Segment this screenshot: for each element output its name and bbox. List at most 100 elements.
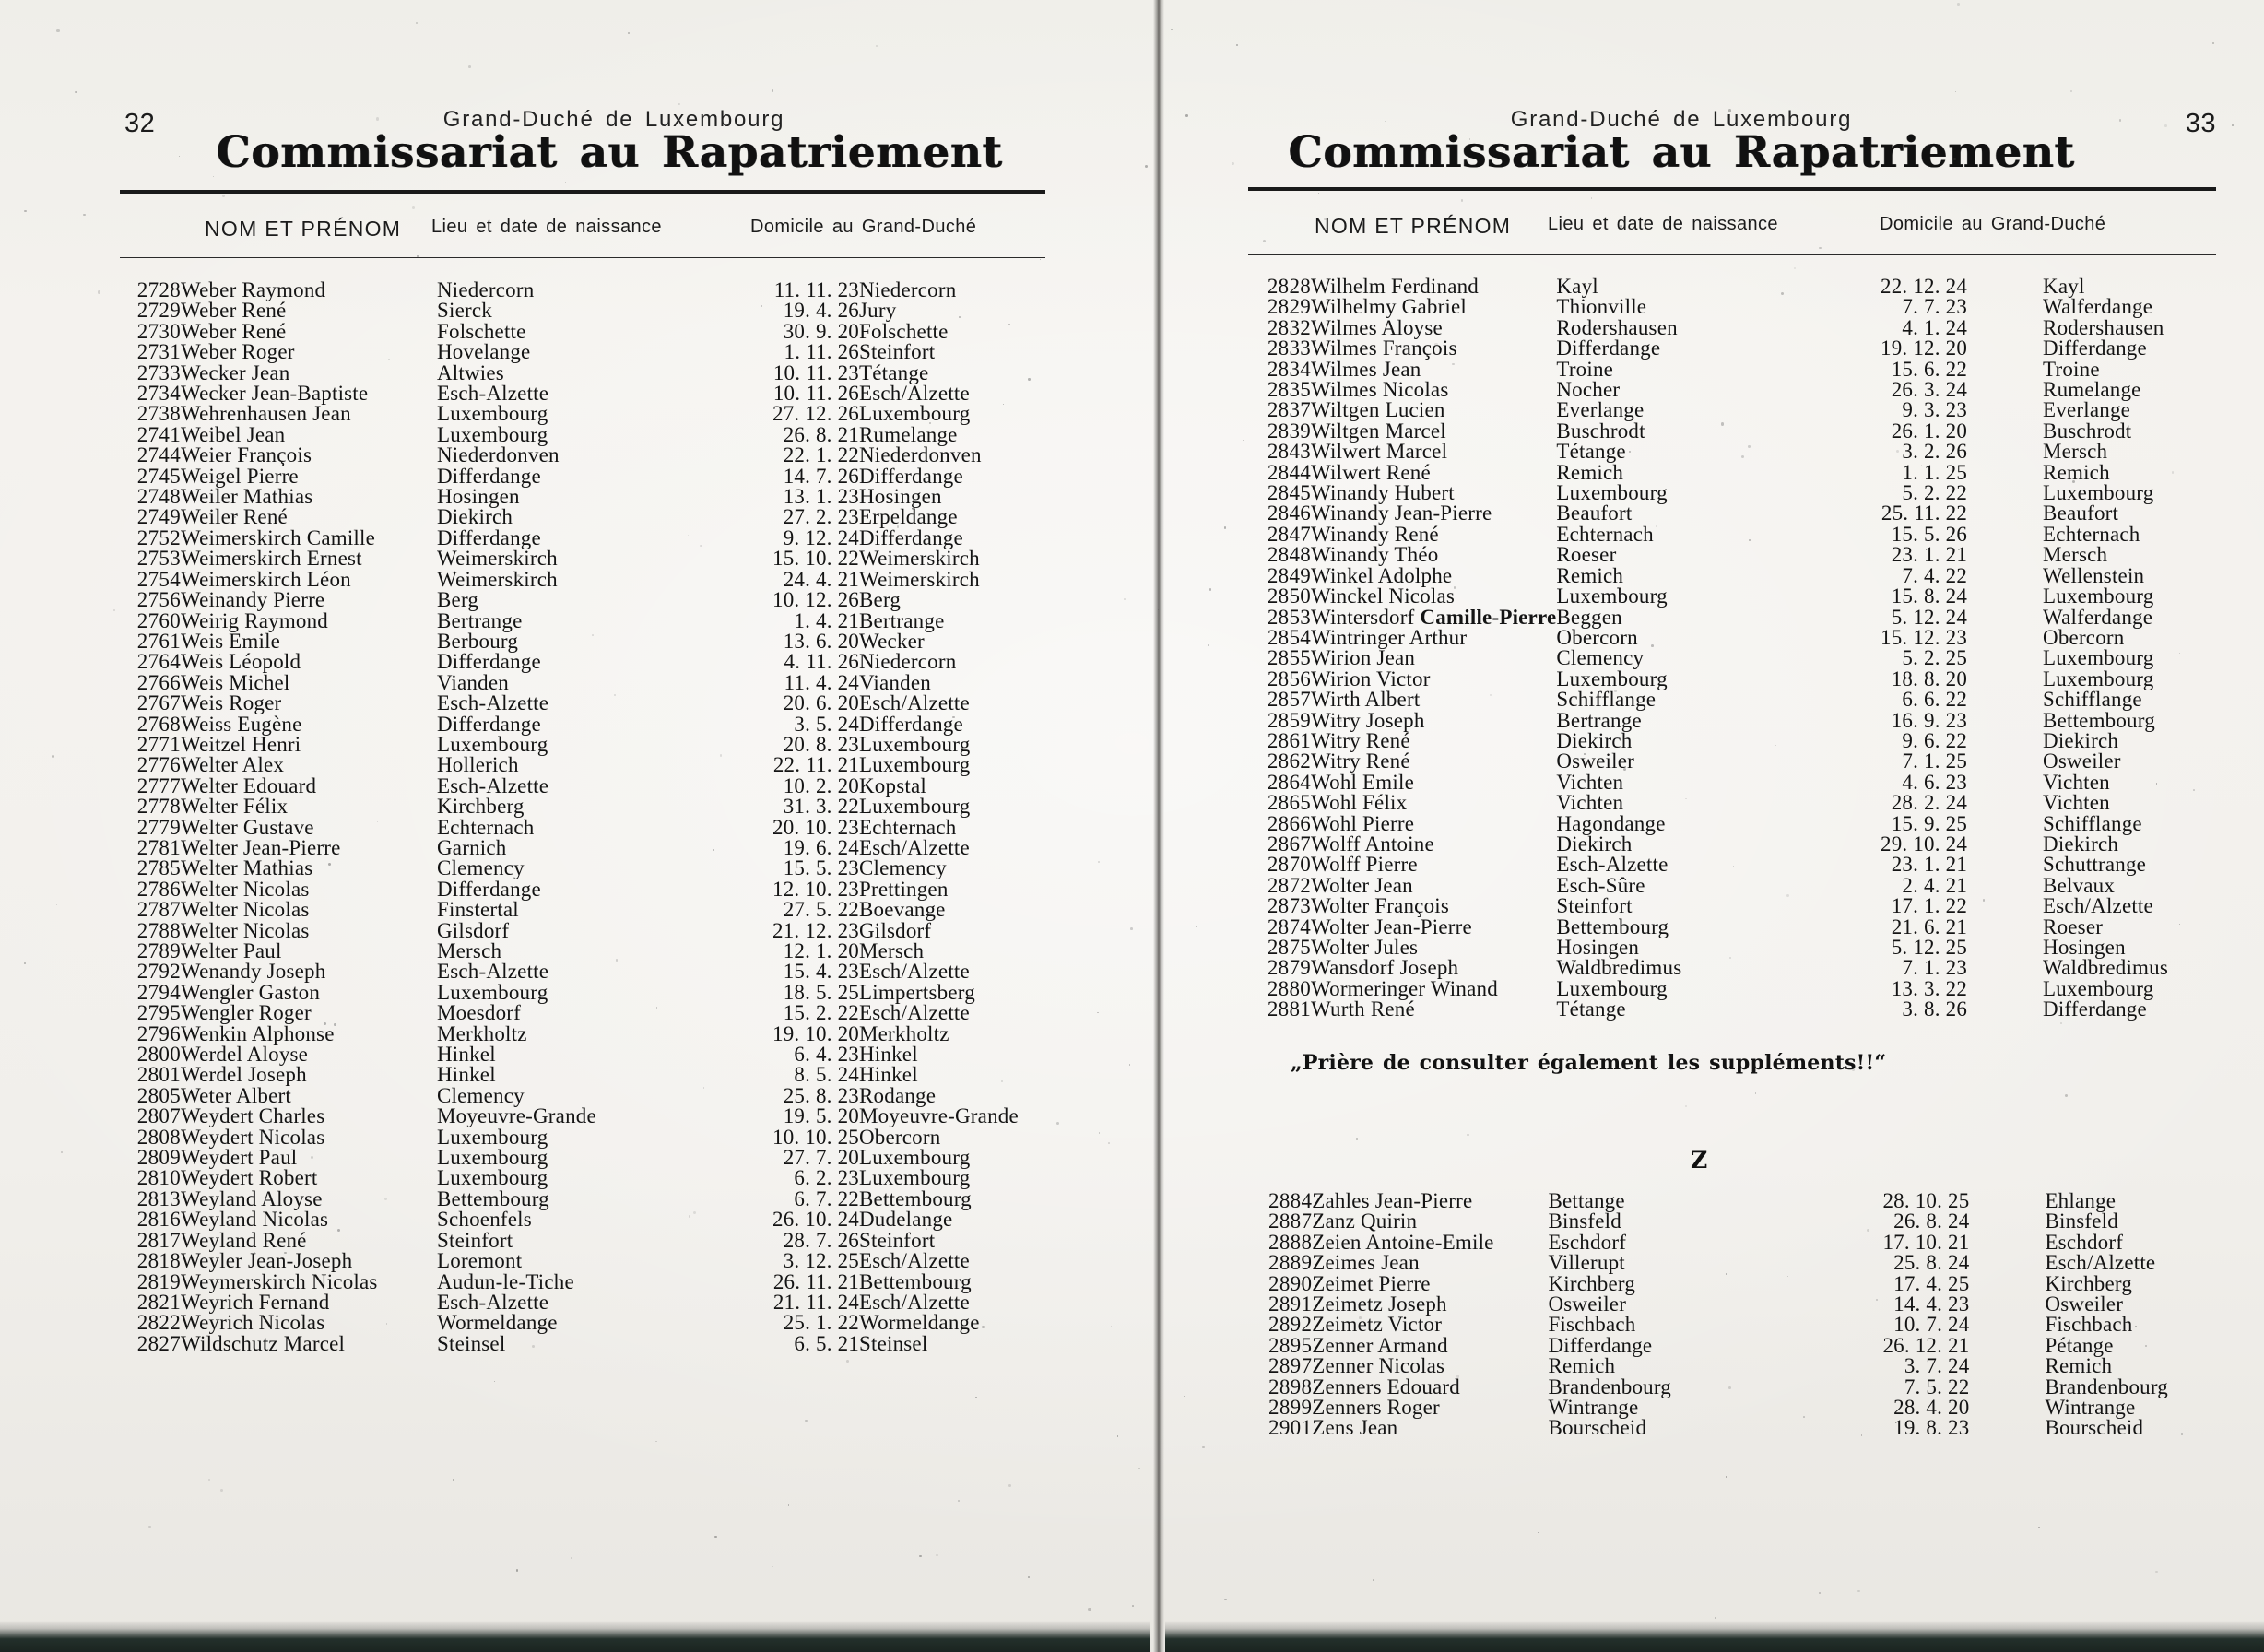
row-domicile: Waldbredimus [2043, 956, 2168, 980]
row-person-name: Welter Nicolas [181, 918, 310, 942]
row-registry-number: 2738 [136, 402, 181, 426]
row-domicile: Binsfeld [2045, 1210, 2118, 1233]
row-birth-place: Remich [1556, 563, 1624, 587]
row-birth-date: 19. 6. 24 [783, 835, 859, 859]
row-birth-place: Merkholtz [437, 1021, 527, 1045]
row-person-name: Weyrich Fernand [181, 1290, 330, 1314]
row-registry-number: 2789 [136, 939, 181, 962]
row-birth-place: Luxembourg [437, 422, 548, 446]
row-person-name: Werdel Joseph [181, 1063, 307, 1087]
row-person-name: Weigel Pierre [181, 464, 299, 488]
row-birth-date: 15. 2. 22 [783, 1001, 859, 1025]
table-row: 2853 Wintersdorf Camille-Pierre Beggen 5. 1… [1246, 605, 2168, 629]
row-domicile: Rodange [859, 1083, 937, 1107]
row-registry-number: 2881 [1267, 997, 1312, 1021]
row-registry-number: 2845 [1267, 481, 1312, 505]
row-registry-number: 2879 [1267, 956, 1312, 980]
table-row: 2828 Wilhelm Ferdinand Kayl 22. 12. 24 Kayl [1246, 275, 2168, 298]
row-birth-place: Hosingen [437, 485, 520, 509]
row-registry-number: 2853 [1267, 605, 1312, 629]
row-domicile: Weimerskirch [859, 567, 980, 591]
row-domicile: Esch/Alzette [859, 960, 970, 984]
table-row: 2813 Weyland Aloyse Bettembourg 6. 7. 22 Bet… [118, 1188, 1026, 1210]
row-registry-number: 2857 [1267, 688, 1312, 712]
table-row: 2754 Weimerskirch Léon Weimerskirch 24. 4. … [118, 567, 1026, 591]
row-registry-number: 2792 [136, 960, 181, 984]
row-registry-number: 2796 [136, 1021, 181, 1045]
row-registry-number: 2800 [136, 1043, 181, 1067]
row-registry-number: 2892 [1268, 1313, 1313, 1337]
row-domicile: Wormeldange [859, 1311, 980, 1335]
row-domicile: Differdange [859, 712, 963, 736]
row-person-name: Weydert Paul [181, 1146, 298, 1170]
row-birth-place: Buschrodt [1556, 419, 1645, 442]
row-domicile: Schifflange [2043, 811, 2142, 835]
row-birth-place: Bettembourg [1556, 914, 1669, 938]
row-birth-place: Schoenfels [437, 1208, 532, 1232]
row-birth-place: Luxembourg [437, 1146, 548, 1170]
row-domicile: Kayl [2043, 275, 2085, 298]
table-row: 2766 Weis Michel Vianden 11. 4. 24 Vianden [118, 670, 1026, 694]
row-registry-number: 2801 [136, 1063, 181, 1087]
row-birth-date: 19. 5. 20 [783, 1104, 859, 1128]
row-birth-date: 22. 12. 24 [1881, 275, 1968, 298]
row-birth-date: 5. 2. 25 [1902, 646, 1968, 670]
row-registry-number: 2748 [136, 485, 181, 509]
row-person-name: Weber René [181, 299, 287, 323]
table-row: 2786 Welter Nicolas Differdange 12. 10. 23 P… [118, 879, 1026, 900]
column-headers-rule-right [1248, 254, 2216, 256]
row-birth-date: 17. 1. 22 [1891, 894, 1968, 918]
row-person-name: Wecker Jean-Baptiste [181, 382, 369, 406]
row-domicile: Gilsdorf [859, 918, 932, 942]
row-birth-date: 28. 4. 20 [1893, 1396, 1970, 1420]
row-domicile: Pétange [2045, 1333, 2114, 1357]
row-domicile: Luxembourg [859, 1166, 971, 1190]
row-birth-date: 3. 2. 26 [1902, 440, 1968, 464]
row-registry-number: 2867 [1267, 832, 1312, 856]
row-birth-date: 7. 7. 23 [1902, 295, 1968, 319]
row-domicile: Beaufort [2043, 502, 2119, 525]
row-registry-number: 2761 [136, 629, 181, 653]
row-registry-number: 2848 [1267, 543, 1312, 567]
row-birth-place: Weimerskirch [437, 547, 558, 571]
table-row: 2862 Witry René Osweiler 7. 1. 25 Osweiler [1246, 749, 2168, 773]
row-birth-date: 11. 4. 24 [784, 670, 859, 694]
row-registry-number: 2764 [136, 650, 181, 674]
row-registry-number: 2834 [1267, 357, 1312, 381]
page-kicker-right: Grand-Duché de Luxembourg [1510, 107, 1853, 132]
row-birth-place: Finstertal [437, 898, 519, 922]
table-row: 2807 Weydert Charles Moyeuvre-Grande 19. 5.… [118, 1104, 1026, 1128]
row-birth-place: Bertrange [1556, 708, 1642, 732]
row-domicile: Esch/Alzette [859, 1249, 970, 1273]
row-domicile: Limpertsberg [859, 980, 975, 1004]
row-registry-number: 2854 [1267, 625, 1312, 649]
row-birth-place: Esch-Alzette [1556, 853, 1669, 877]
row-domicile: Luxembourg [859, 402, 971, 426]
row-person-name: Wilwert René [1311, 460, 1431, 484]
row-domicile: Wellenstein [2043, 563, 2145, 587]
row-birth-place: Roeser [1556, 543, 1617, 567]
row-registry-number: 2862 [1267, 749, 1312, 773]
row-domicile: Rodershausen [2043, 315, 2164, 339]
table-row: 2800 Werdel Aloyse Hinkel 6. 4. 23 Hinkel [118, 1044, 1026, 1065]
row-birth-date: 15. 4. 23 [783, 960, 859, 984]
row-birth-place: Clemency [1556, 646, 1645, 670]
row-person-name: Wilhelmy Gabriel [1311, 295, 1468, 319]
row-birth-place: Luxembourg [1556, 667, 1668, 690]
table-row: 2848 Winandy Théo Roeser 23. 1. 21 Mersch [1246, 543, 2168, 567]
row-person-name: Welter Paul [181, 939, 282, 962]
row-person-name: Zeimetz Victor [1312, 1313, 1443, 1337]
row-birth-place: Echternach [1556, 522, 1654, 546]
table-row: 2884 Zahles Jean-Pierre Bettange 28. 10. 25… [1246, 1189, 2168, 1212]
row-person-name: Wenkin Alphonse [181, 1021, 335, 1045]
row-birth-date: 28. 10. 25 [1882, 1189, 1970, 1212]
row-person-name: Welter Nicolas [181, 898, 310, 922]
row-person-name: Weydert Robert [181, 1166, 318, 1190]
row-domicile: Differdange [859, 464, 963, 488]
table-row: 2778 Welter Félix Kirchberg 31. 3. 22 Luxemb… [118, 796, 1026, 817]
row-birth-place: Niederdonven [437, 443, 560, 467]
row-birth-date: 10. 2. 20 [783, 773, 859, 797]
row-person-name: Wiltgen Lucien [1311, 398, 1445, 422]
row-registry-number: 2730 [136, 319, 181, 343]
column-header-birth-right: Lieu et date de naissance [1548, 214, 1778, 234]
